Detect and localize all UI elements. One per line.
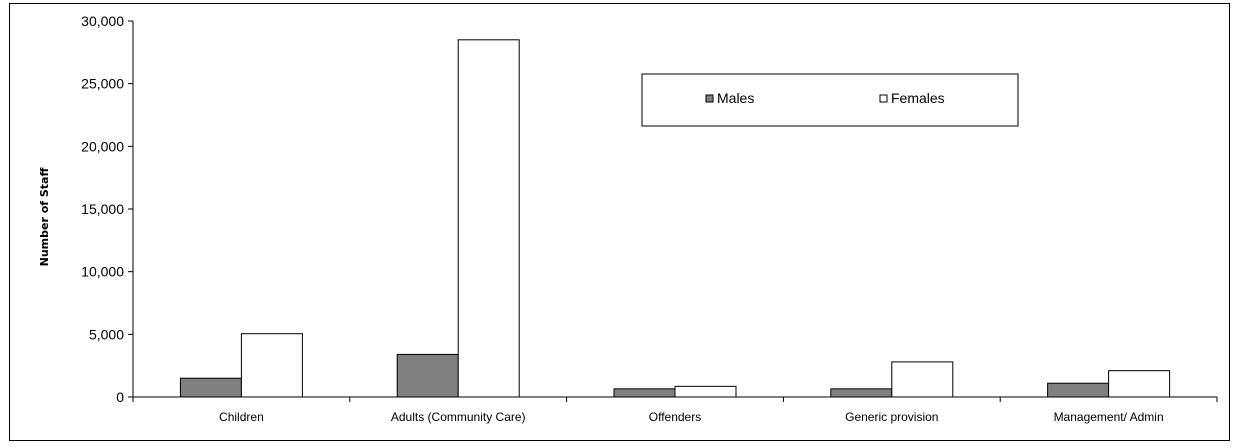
bar-males (1047, 382, 1110, 398)
bar-females (457, 39, 520, 398)
legend-box (641, 73, 1019, 127)
bar-females (891, 361, 954, 398)
x-tick-label: Adults (Community Care) (391, 410, 526, 424)
y-tick-label: 0 (116, 389, 124, 405)
y-tick-label: 15,000 (81, 201, 124, 217)
bar-females (240, 333, 303, 398)
x-tick-label: Management/ Admin (1054, 410, 1164, 424)
y-tick-label: 30,000 (81, 13, 124, 29)
x-tick-label: Generic provision (845, 410, 938, 424)
x-tick-label: Children (219, 410, 264, 424)
y-axis-label: Number of Staff (38, 168, 51, 267)
bar-males (613, 388, 676, 398)
legend-swatch-females (879, 94, 888, 103)
bar-males (396, 353, 459, 398)
y-axis: 0 5,000 10,000 15,000 20,000 25,000 30,000 (81, 13, 133, 405)
bars (179, 39, 1171, 398)
legend-swatch-males (705, 94, 714, 103)
bar-males (179, 377, 242, 398)
legend: Males Females (641, 73, 1019, 127)
y-tick-label: 10,000 (81, 264, 124, 280)
legend-label-males: Males (717, 90, 754, 106)
bar-males (830, 388, 893, 398)
x-tick-label: Offenders (649, 410, 701, 424)
bar-chart: 0 5,000 10,000 15,000 20,000 25,000 30,000 Chi… (38, 13, 1218, 424)
bar-females (674, 385, 737, 398)
x-axis: Children Adults (Community Care) Offenders… (132, 397, 1218, 424)
y-tick-label: 25,000 (81, 76, 124, 92)
legend-label-females: Females (891, 90, 945, 106)
chart-frame: 0 5,000 10,000 15,000 20,000 25,000 30,000 Chi… (9, 3, 1230, 441)
bar-females (1108, 370, 1171, 398)
y-tick-label: 20,000 (81, 138, 124, 154)
y-tick-label: 5,000 (89, 326, 124, 342)
